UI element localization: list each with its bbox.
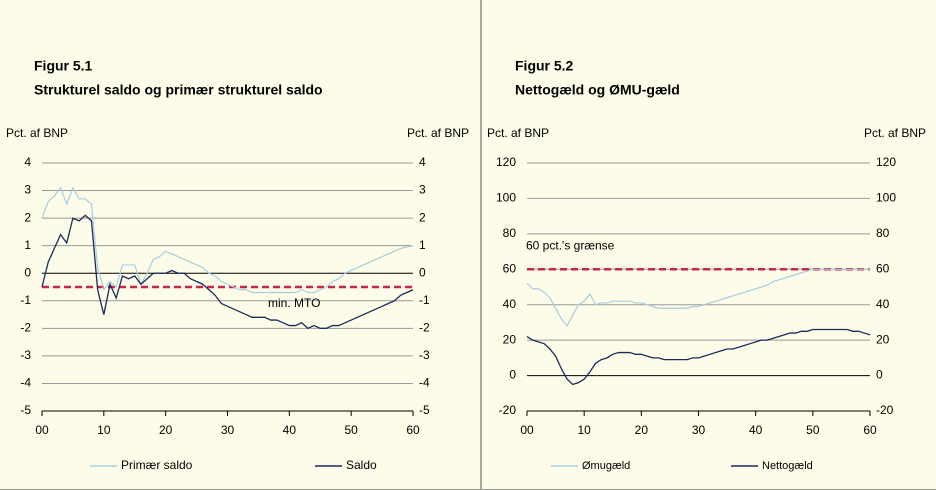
figure-label: Figur 5.2 <box>515 58 574 74</box>
x-tick-label: 00 <box>520 423 534 437</box>
y-tick-label: -5 <box>20 403 31 417</box>
y2-tick-label: -5 <box>419 403 430 417</box>
y2-tick-label: 20 <box>876 332 890 346</box>
y-axis-label: Pct. af BNP <box>487 126 549 140</box>
y-tick-label: 2 <box>24 210 31 224</box>
figure-label: Figur 5.1 <box>34 58 93 74</box>
series-line <box>526 328 871 386</box>
y-tick-label: 120 <box>496 155 516 169</box>
y-tick-label: -4 <box>20 376 31 390</box>
y2-tick-label: -1 <box>419 293 430 307</box>
x-tick-label: 20 <box>635 423 649 437</box>
y-tick-label: 0 <box>24 265 31 279</box>
y2-tick-label: 0 <box>419 265 426 279</box>
y-tick-label: -1 <box>20 293 31 307</box>
y-tick-label: 40 <box>503 297 517 311</box>
x-tick-label: 10 <box>97 423 111 437</box>
legend-label: Nettogæld <box>762 460 813 472</box>
legend-label: Ømugæld <box>582 460 630 472</box>
y-tick-label: -3 <box>20 348 31 362</box>
y-tick-label: 1 <box>24 238 31 252</box>
series-line <box>526 268 870 328</box>
y2-tick-label: 3 <box>419 183 426 197</box>
y2-axis-label: Pct. af BNP <box>864 126 926 140</box>
y2-tick-label: 4 <box>419 155 426 169</box>
series-line <box>41 214 414 330</box>
legend-label: Saldo <box>346 458 377 472</box>
x-tick-label: 10 <box>577 423 591 437</box>
y-tick-label: 3 <box>24 183 31 197</box>
y2-tick-label: 60 <box>876 261 890 275</box>
series-line <box>41 186 414 294</box>
x-tick-label: 20 <box>159 423 173 437</box>
x-tick-label: 40 <box>283 423 297 437</box>
y-tick-label: 60 <box>503 261 517 275</box>
y2-axis-label: Pct. af BNP <box>407 126 469 140</box>
y2-tick-label: -3 <box>419 348 430 362</box>
y2-tick-label: 2 <box>419 210 426 224</box>
chart-title: Strukturel saldo og primær strukturel sa… <box>34 82 323 98</box>
y2-tick-label: 40 <box>876 297 890 311</box>
y-tick-label: -2 <box>20 321 31 335</box>
y-axis-label: Pct. af BNP <box>6 126 68 140</box>
x-tick-label: 60 <box>863 423 877 437</box>
y-tick-label: 4 <box>24 155 31 169</box>
y2-tick-label: -4 <box>419 376 430 390</box>
y2-tick-label: -2 <box>419 321 430 335</box>
x-tick-label: 60 <box>406 423 420 437</box>
y-tick-label: 100 <box>496 191 516 205</box>
y-tick-label: 20 <box>503 332 517 346</box>
y2-tick-label: 80 <box>876 226 890 240</box>
chart-title: Nettogæld og ØMU-gæld <box>515 82 680 98</box>
y2-tick-label: 1 <box>419 238 426 252</box>
y-tick-label: 0 <box>509 368 516 382</box>
x-tick-label: 30 <box>692 423 706 437</box>
legend-label: Primær saldo <box>121 458 193 472</box>
y2-tick-label: 0 <box>876 368 883 382</box>
reference-label: min. MTO <box>268 296 320 310</box>
x-tick-label: 00 <box>35 423 49 437</box>
x-tick-label: 40 <box>749 423 763 437</box>
x-tick-label: 50 <box>806 423 820 437</box>
y-tick-label: -20 <box>499 403 517 417</box>
x-tick-label: 30 <box>221 423 235 437</box>
y2-tick-label: 120 <box>876 155 896 169</box>
y-tick-label: 80 <box>503 226 517 240</box>
y2-tick-label: 100 <box>876 191 896 205</box>
y2-tick-label: -20 <box>876 403 894 417</box>
reference-label: 60 pct.'s grænse <box>526 238 615 252</box>
x-tick-label: 50 <box>344 423 358 437</box>
